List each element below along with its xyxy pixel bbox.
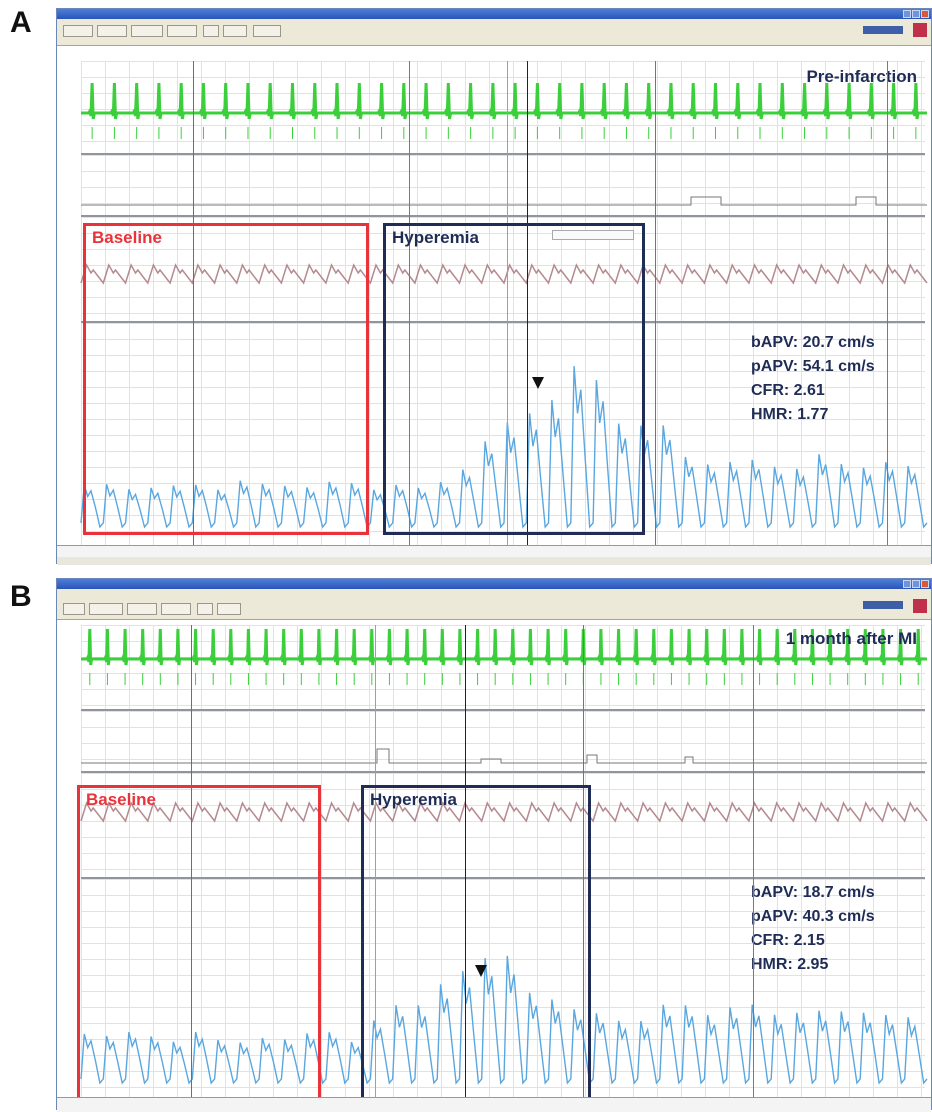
- cursor-line-red[interactable]: [583, 625, 584, 1097]
- panel-letter-b: B: [10, 580, 32, 613]
- maximize-icon[interactable]: [912, 580, 920, 588]
- strip-separator: [81, 215, 925, 217]
- stat-cfr: CFR: 2.15: [751, 932, 825, 949]
- stat-papv: pAPV: 40.3 cm/s: [751, 908, 875, 925]
- strip-separator: [81, 771, 925, 773]
- cursor-line-grey[interactable]: [375, 625, 376, 1097]
- flow-velocity-strip: bAPV: 20.7 cm/s pAPV: 54.1 cm/s CFR: 2.6…: [80, 323, 928, 545]
- toolbar-button[interactable]: [97, 25, 127, 37]
- event-trace: [81, 748, 927, 764]
- flow-velocity-trace: [80, 366, 928, 529]
- minimize-icon[interactable]: [903, 10, 911, 18]
- baseline-label: Baseline: [86, 790, 156, 809]
- vendor-logo: [863, 601, 903, 609]
- close-icon[interactable]: [921, 10, 929, 18]
- stat-papv: pAPV: 54.1 cm/s: [751, 358, 875, 375]
- pressure-strip: [80, 773, 928, 877]
- cursor-line-blue[interactable]: [191, 625, 192, 1097]
- toolbar-button[interactable]: [253, 25, 281, 37]
- ecg-trace: [81, 628, 927, 685]
- time-axis: [57, 545, 931, 560]
- toolbar-button[interactable]: [167, 25, 197, 37]
- event-strip: [81, 711, 927, 771]
- pressure-trace: [80, 801, 928, 823]
- flow-analyzer-window-b: 1 month after MI bAPV: 18.7 cm/s pAPV: 4…: [56, 578, 932, 1112]
- strip-separator: [81, 321, 925, 323]
- event-strip: [81, 155, 927, 215]
- panel-letter-a: A: [10, 6, 32, 39]
- window-titlebar: [57, 9, 931, 19]
- waveform-line: [81, 628, 927, 666]
- hyperemia-box: Hyperemia: [361, 785, 591, 1109]
- flow-stats: bAPV: 18.7 cm/s pAPV: 40.3 cm/s CFR: 2.1…: [751, 881, 875, 977]
- waveform-line: [80, 955, 928, 1085]
- cursor-line-green[interactable]: [409, 61, 410, 545]
- waveform-line: [80, 801, 928, 823]
- stat-bapv: bAPV: 18.7 cm/s: [751, 884, 875, 901]
- baseline-box: Baseline: [77, 785, 321, 1109]
- close-icon[interactable]: [921, 580, 929, 588]
- toolbar-button[interactable]: [131, 25, 163, 37]
- flow-velocity-strip: bAPV: 18.7 cm/s pAPV: 40.3 cm/s CFR: 2.1…: [80, 879, 928, 1097]
- hyperemia-label: Hyperemia: [370, 790, 457, 809]
- stat-hmr: HMR: 1.77: [751, 406, 829, 423]
- toolbar-button[interactable]: [197, 603, 213, 615]
- vendor-logo: [863, 26, 903, 34]
- stat-cfr: CFR: 2.61: [751, 382, 825, 399]
- flow-analyzer-window-a: Pre-infarction bAPV: 20.7 cm/s pAPV: 54.…: [56, 8, 932, 565]
- strip-separator: [81, 709, 925, 711]
- cursor-line-blue[interactable]: [193, 61, 194, 545]
- condition-label: 1 month after MI: [785, 629, 917, 648]
- ecg-strip: Pre-infarction: [81, 61, 927, 153]
- status-bar: [57, 557, 931, 565]
- window-toolbar: [57, 589, 931, 620]
- cursor-line-red[interactable]: [655, 61, 656, 545]
- strip-separator: [81, 877, 925, 879]
- flow-velocity-trace: [80, 955, 928, 1085]
- waveform-line: [81, 748, 927, 764]
- window-titlebar: [57, 579, 931, 589]
- cursor-line-green-right[interactable]: [887, 61, 888, 545]
- minimize-icon[interactable]: [903, 580, 911, 588]
- cursor-line-grey[interactable]: [507, 61, 508, 545]
- arrowhead-icon: [532, 377, 544, 389]
- toolbar-button[interactable]: [63, 25, 93, 37]
- toolbar-button[interactable]: [161, 603, 191, 615]
- baseline-label: Baseline: [92, 228, 162, 247]
- hyperemia-label: Hyperemia: [392, 228, 479, 247]
- cursor-line-green[interactable]: [753, 625, 754, 1097]
- ecg-trace: [81, 82, 927, 139]
- maximize-icon[interactable]: [912, 10, 920, 18]
- stat-bapv: bAPV: 20.7 cm/s: [751, 334, 875, 351]
- pressure-strip: [80, 217, 928, 321]
- vendor-logo-mark: [913, 599, 927, 613]
- cursor-line-black[interactable]: [527, 61, 528, 545]
- toolbar-button[interactable]: [203, 25, 219, 37]
- waveform-line: [80, 263, 928, 285]
- waveform-line: [81, 82, 927, 120]
- flow-stats: bAPV: 20.7 cm/s pAPV: 54.1 cm/s CFR: 2.6…: [751, 331, 875, 427]
- toolbar-button[interactable]: [223, 25, 247, 37]
- toolbar-button[interactable]: [217, 603, 241, 615]
- toolbar-button[interactable]: [89, 603, 123, 615]
- hyperemia-box: Hyperemia: [383, 223, 645, 535]
- stat-hmr: HMR: 2.95: [751, 956, 829, 973]
- ecg-strip: 1 month after MI: [81, 625, 927, 709]
- strip-separator: [81, 153, 925, 155]
- baseline-box: Baseline: [83, 223, 369, 535]
- arrowhead-icon: [475, 965, 487, 977]
- cursor-line-black[interactable]: [465, 625, 466, 1097]
- event-trace: [81, 196, 927, 206]
- toolbar-button[interactable]: [63, 603, 85, 615]
- condition-label: Pre-infarction: [806, 67, 917, 86]
- time-axis: [57, 1097, 931, 1112]
- window-toolbar: [57, 19, 931, 46]
- waveform-line: [80, 366, 928, 529]
- waveform-line: [81, 196, 927, 206]
- vendor-logo-mark: [913, 23, 927, 37]
- toolbar-button[interactable]: [127, 603, 157, 615]
- pressure-trace: [80, 263, 928, 285]
- trace-legend: [552, 230, 634, 240]
